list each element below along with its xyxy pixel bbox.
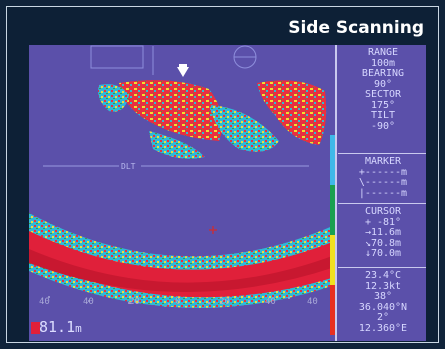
range-dots — [48, 296, 290, 305]
ship-speed: 12.3kt — [364, 280, 402, 292]
scale-segment — [330, 310, 336, 335]
sector-value: 175° — [370, 99, 396, 111]
ship-heading: 38° — [373, 291, 393, 302]
cursor-cross — [209, 226, 217, 234]
tilt-label: TILT — [370, 110, 396, 121]
sector-label: SECTOR — [364, 89, 402, 100]
tick-label: 40 — [83, 297, 94, 307]
bearing-label: BEARING — [361, 68, 405, 79]
longitude: 12.360°E — [358, 322, 408, 334]
scale-segment — [330, 160, 336, 185]
sonar-display: DLT — [29, 45, 335, 308]
tilt-value: -90° — [370, 120, 396, 132]
marker-row: +------m — [358, 166, 408, 178]
tick-label: 40 — [265, 297, 276, 307]
range-block: RANGE 100m BEARING 90° SECTOR 175° TILT … — [342, 47, 424, 132]
cursor-row: →11.6m — [364, 227, 402, 238]
tick-label: 40 — [39, 297, 50, 307]
bearing-value: 90° — [373, 78, 393, 90]
seabed-echo — [29, 213, 335, 308]
cursor-block: CURSOR + -81° →11.6m ↘70.8m ↓70.0m — [342, 206, 424, 260]
panel-separator — [338, 153, 426, 154]
range-tick-labels: 40 40 20 0 20 40 40 — [29, 297, 329, 311]
range-label: RANGE — [367, 47, 399, 58]
color-scale — [330, 135, 336, 335]
range-value: 100m — [370, 57, 396, 69]
panel-divider — [335, 45, 337, 341]
marker-row: |------m — [358, 187, 408, 199]
panel-separator — [338, 267, 426, 268]
cursor-row: ↘70.8m — [364, 237, 402, 249]
latitude: 36.040°N — [358, 301, 408, 313]
scale-segment — [330, 285, 336, 310]
marker-row: \------m — [358, 177, 408, 188]
scale-segment — [330, 235, 336, 260]
scale-segment — [330, 135, 336, 160]
panel-separator — [338, 203, 426, 204]
depth-value: 81.1 — [39, 318, 76, 336]
depth-unit: m — [75, 322, 82, 335]
dlt-label: DLT — [121, 162, 136, 171]
water-temperature: 23.4°C — [364, 270, 402, 281]
page-title: Side Scanning — [288, 18, 424, 38]
depth-marker-icon — [31, 322, 40, 334]
image-frame: Side Scanning — [6, 6, 439, 343]
scale-segment — [330, 210, 336, 235]
marker-block: MARKER +------m \------m |------m — [342, 156, 424, 199]
tick-label: 20 — [219, 297, 230, 307]
cursor-row: ↓70.0m — [364, 248, 402, 259]
info-panel: RANGE 100m BEARING 90° SECTOR 175° TILT … — [338, 45, 426, 341]
latitude-minutes: 2° — [376, 312, 390, 323]
cursor-row: + -81° — [364, 216, 402, 228]
nav-block: 23.4°C 12.3kt 38° 36.040°N 2° 12.360°E — [342, 270, 424, 334]
transducer-icon — [177, 67, 189, 77]
scale-segment — [330, 260, 336, 285]
tick-label: 40 — [307, 297, 318, 307]
scale-segment — [330, 185, 336, 210]
depth-readout: 81.1m — [39, 318, 82, 336]
marker-label: MARKER — [364, 156, 402, 167]
tick-label: 20 — [129, 297, 140, 307]
cursor-label: CURSOR — [364, 206, 402, 217]
transducer-guides — [90, 45, 257, 75]
tick-label: 0 — [175, 297, 181, 307]
upper-echo-returns — [98, 80, 327, 159]
sonar-screen: DLT 40 40 20 0 20 — [29, 45, 426, 341]
